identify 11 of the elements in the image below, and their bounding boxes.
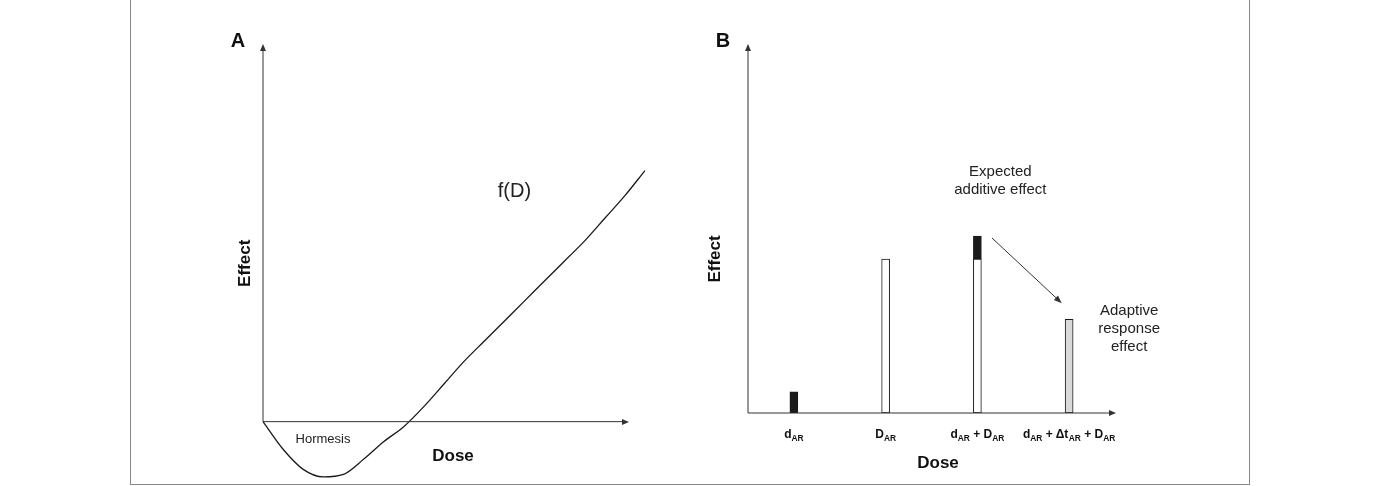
- annotation: Hormesis: [295, 431, 351, 447]
- x-axis-title: Dose: [917, 452, 959, 472]
- text: f(D): [497, 178, 532, 201]
- x-axis-title: Dose: [432, 446, 474, 466]
- annotation: Adaptive response effect: [1098, 300, 1160, 354]
- chart-title: B: [715, 28, 731, 51]
- y-axis-title: Effect: [234, 239, 254, 287]
- chart-title: A: [230, 28, 246, 51]
- text: Expected additive effect: [954, 162, 1048, 198]
- bar: [973, 235, 982, 260]
- y-axis-title: Effect: [704, 235, 724, 283]
